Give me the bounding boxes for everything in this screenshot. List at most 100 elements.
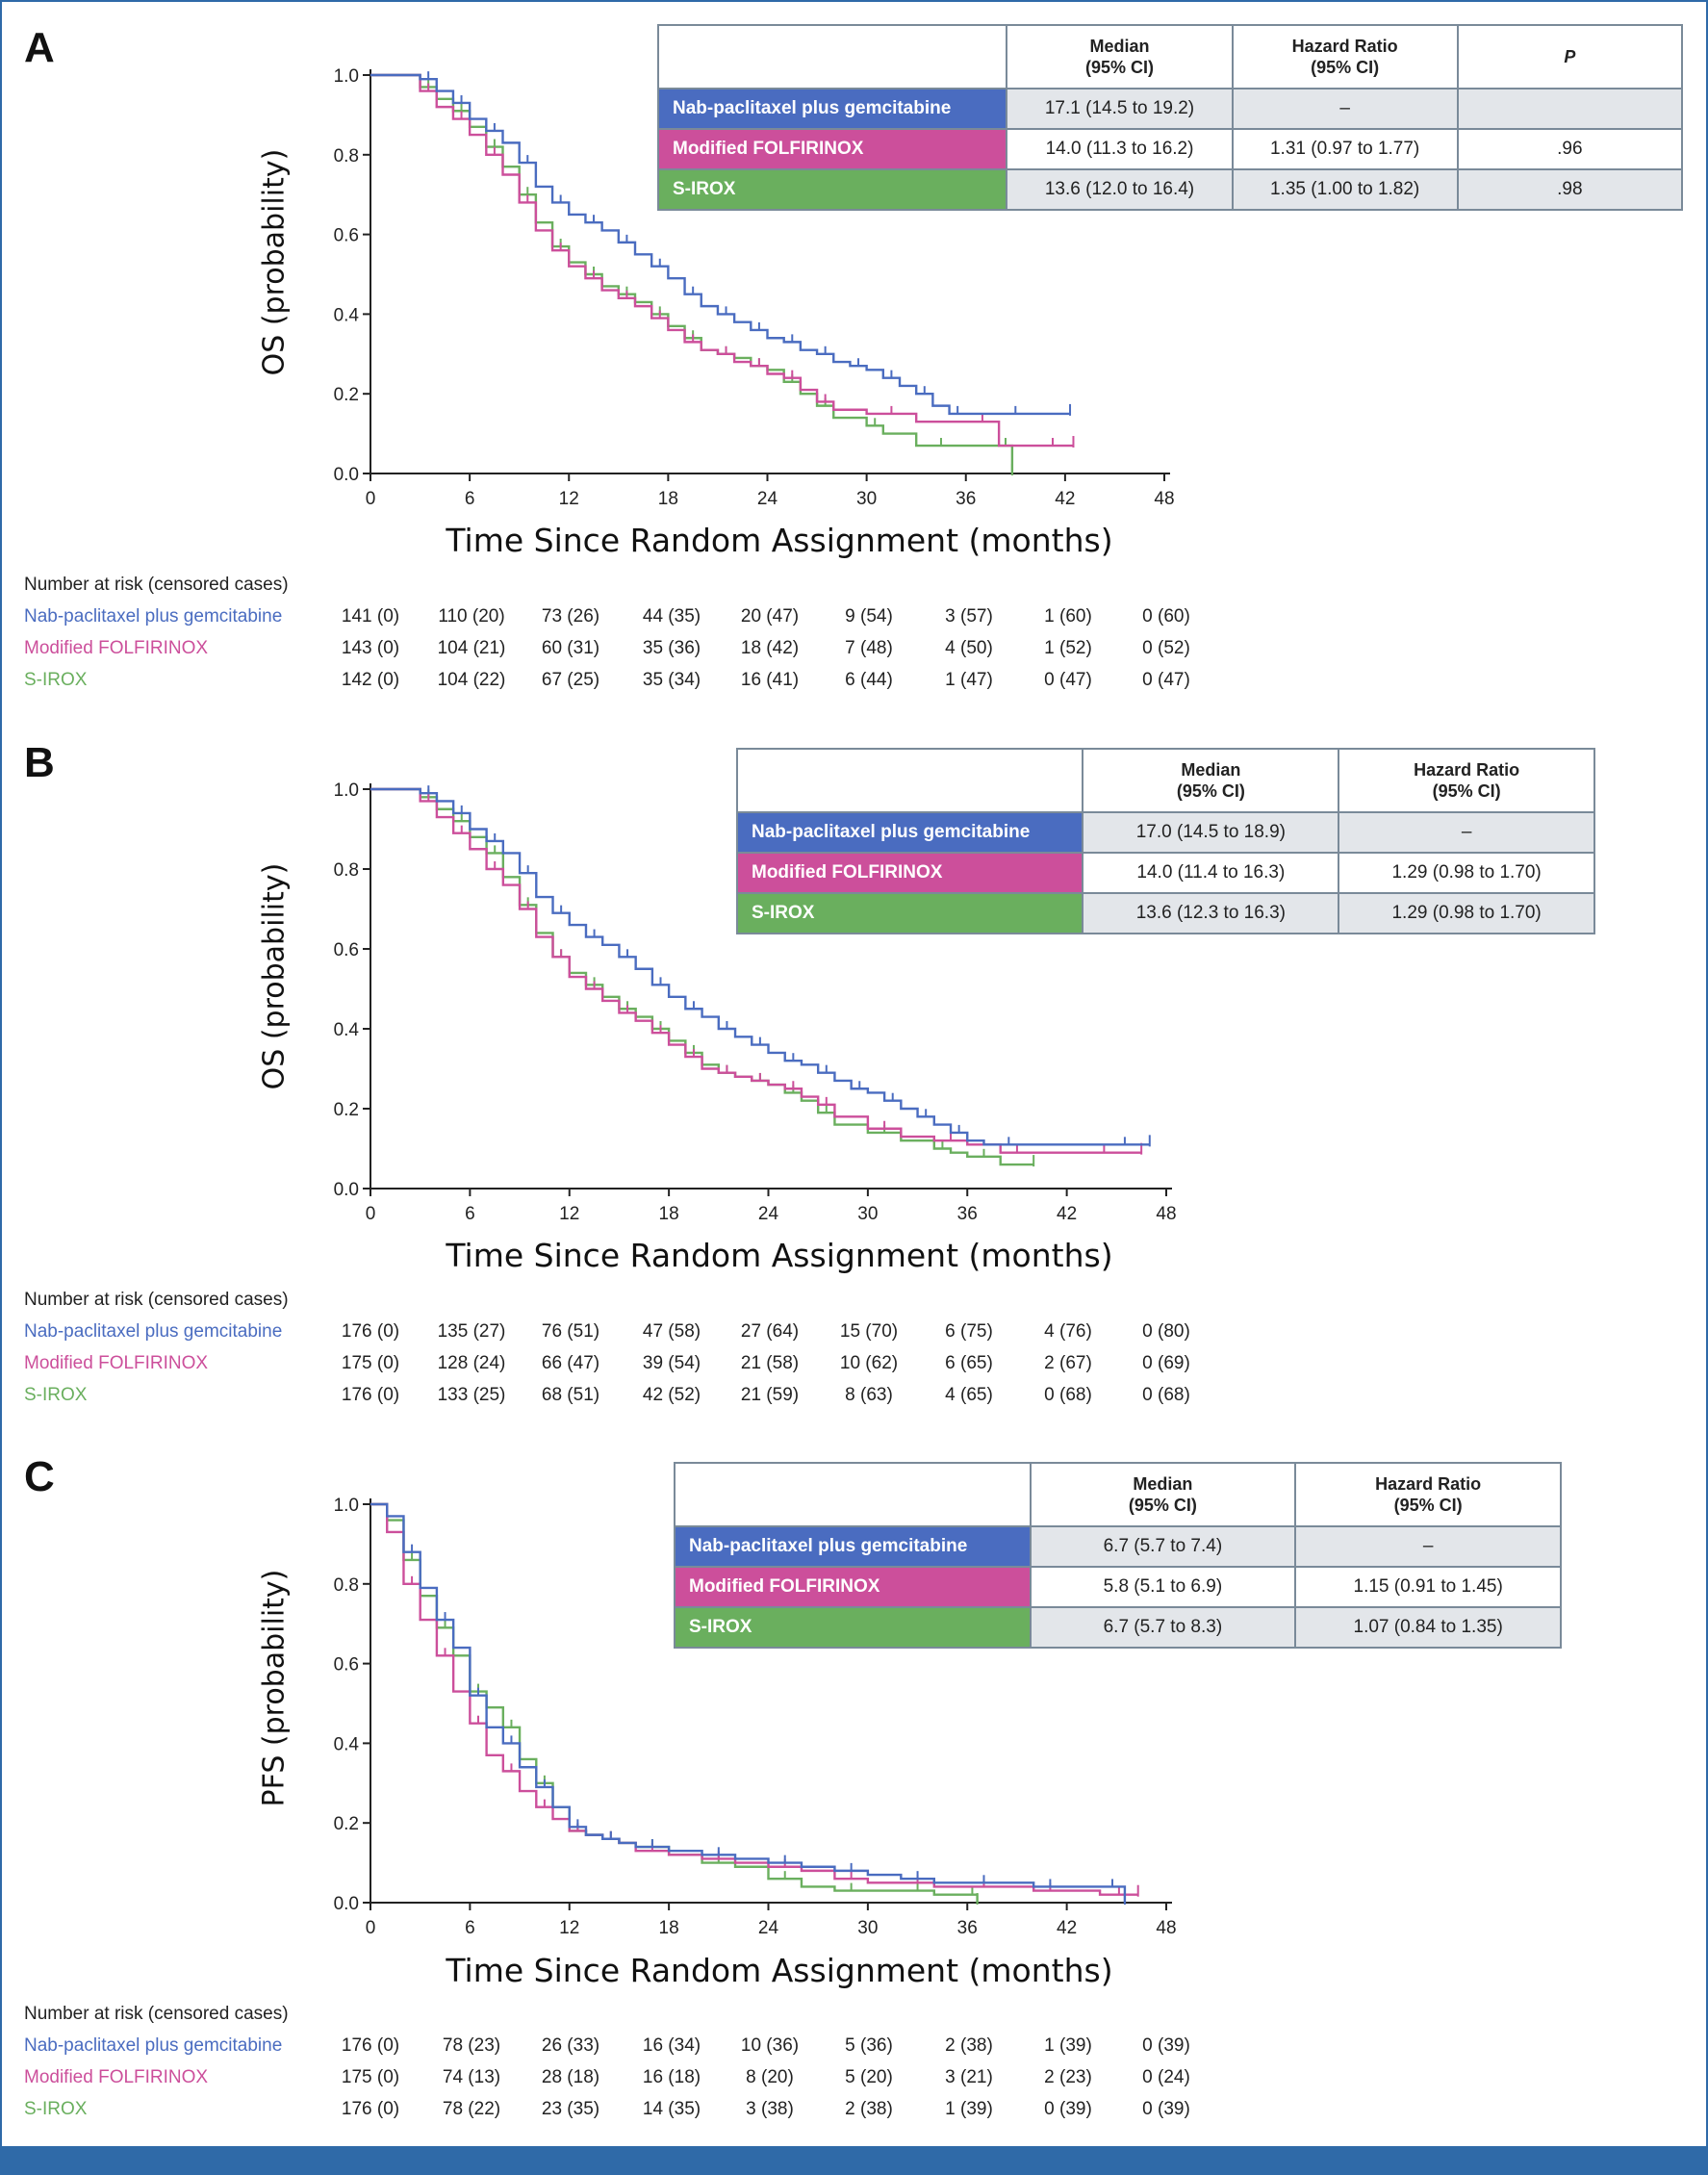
risk-cell: 110 (20) [438,606,505,627]
x-axis-label: Time Since Random Assignment (months) [446,1952,1113,1989]
arm-label: Modified FOLFIRINOX [674,1566,1032,1608]
hr-cell: 1.29 (0.98 to 1.70) [1338,852,1595,894]
risk-cell: 10 (36) [740,2035,800,2056]
risk-cell: 18 (42) [740,638,800,658]
risk-cell: 0 (52) [1142,638,1190,658]
risk-cell: 16 (41) [740,670,800,690]
table-header-median: Median (95% CI) [1006,24,1234,90]
x-tick-label: 12 [559,1204,579,1224]
risk-cell: 3 (21) [945,2067,993,2087]
header-hr-ci: (95% CI) [1393,1496,1463,1515]
header-hr-label: Hazard Ratio [1375,1474,1482,1494]
y-tick-label: 0.4 [334,305,360,325]
summary-table-c: Median (95% CI) Hazard Ratio (95% CI) Nab-… [674,1462,1562,1649]
x-tick-label: 36 [956,489,976,509]
hr-cell: 1.31 (0.97 to 1.77) [1231,128,1459,170]
km-plot-a: 0 6 12 18 24 30 36 42 48 0.0 0.2 0.4 0.6 0.8 1.0 [334,66,1175,509]
risk-cell: 0 (69) [1142,1353,1190,1373]
risk-cell: 104 (22) [437,670,506,690]
p-cell: .98 [1456,168,1684,211]
x-tick-label: 0 [366,1918,376,1938]
header-hr-ci: (95% CI) [1311,58,1380,77]
km-curve-nab [370,787,1150,1146]
x-axis-label: Time Since Random Assignment (months) [446,1237,1113,1274]
p-cell [1456,88,1684,130]
header-median-ci: (95% CI) [1176,781,1245,801]
risk-cell: 5 (36) [845,2035,893,2056]
risk-cell: 6 (44) [845,670,893,690]
y-tick-label: 0.8 [334,1575,359,1596]
risk-cell: 60 (31) [541,638,600,658]
risk-cell: 0 (47) [1044,670,1092,690]
risk-cell: 74 (13) [442,2067,501,2087]
panel-letter: B [24,739,55,786]
x-tick-label: 6 [465,1918,475,1938]
y-tick-label: 0.8 [334,860,359,881]
risk-cell: 0 (68) [1044,1385,1092,1405]
arm-label: S-IROX [656,168,1008,211]
risk-cell: 76 (51) [541,1321,600,1342]
panel-letter: C [24,1453,55,1500]
risk-cell: 35 (36) [642,638,701,658]
x-tick-label: 18 [659,1204,679,1224]
risk-cell: 1 (47) [945,670,993,690]
risk-cell: 73 (26) [541,606,600,627]
median-cell: 13.6 (12.3 to 16.3) [1082,892,1340,934]
table-row-nab: Nab-paclitaxel plus gemcitabine 17.1 (14… [656,88,1684,130]
x-tick-label: 24 [758,1204,779,1224]
risk-cell: 135 (27) [437,1321,506,1342]
risk-cell: 2 (38) [845,2099,893,2119]
x-tick-label: 48 [1156,1204,1176,1224]
risk-cell: 2 (23) [1044,2067,1092,2087]
risk-cell: 42 (52) [642,1385,701,1405]
risk-cell: 1 (39) [1044,2035,1092,2056]
risk-cell: 67 (25) [541,670,600,690]
risk-cell: 4 (50) [945,638,993,658]
header-median-ci: (95% CI) [1084,58,1154,77]
km-plot-b: 0 6 12 18 24 30 36 42 48 0.0 0.2 0.4 0.6 0.8 1.0 [334,780,1177,1224]
arm-label: Nab-paclitaxel plus gemcitabine [674,1525,1032,1568]
x-tick-label: 6 [465,1204,475,1224]
table-header-blank [656,24,1008,90]
hr-cell: – [1294,1525,1562,1568]
risk-cell: 23 (35) [541,2099,600,2119]
y-tick-label: 0.2 [334,1100,359,1120]
table-header-blank [735,748,1084,813]
median-cell: 6.7 (5.7 to 7.4) [1029,1525,1297,1568]
table-row-sirox: S-IROX 13.6 (12.3 to 16.3) 1.29 (0.98 to… [735,892,1595,934]
arm-label: S-IROX [674,1606,1032,1649]
y-tick-label: 0.8 [334,146,359,166]
x-tick-label: 30 [857,1204,878,1224]
hr-cell: – [1338,811,1595,854]
x-tick-label: 12 [559,1918,579,1938]
arm-label: Nab-paclitaxel plus gemcitabine [656,88,1008,130]
header-median-label: Median [1089,37,1150,56]
header-median-ci: (95% CI) [1128,1496,1197,1515]
table-header-hr: Hazard Ratio (95% CI) [1338,748,1595,813]
median-cell: 5.8 (5.1 to 6.9) [1029,1566,1297,1608]
risk-cell: 0 (39) [1142,2099,1190,2119]
y-tick-label: 0.6 [334,940,359,960]
risk-cell: 0 (60) [1142,606,1190,627]
table-header-median: Median (95% CI) [1082,748,1340,813]
hr-cell: – [1231,88,1459,130]
risk-cell: 28 (18) [541,2067,600,2087]
table-row-ffx: Modified FOLFIRINOX 14.0 (11.4 to 16.3) … [735,852,1595,894]
x-tick-label: 36 [957,1918,978,1938]
summary-table-b: Median (95% CI) Hazard Ratio (95% CI) Nab-… [735,748,1595,934]
risk-cell: 35 (34) [642,670,701,690]
y-tick-label: 0.4 [334,1020,360,1040]
x-tick-label: 0 [366,489,376,509]
risk-cell: 133 (25) [437,1385,506,1405]
table-row-nab: Nab-paclitaxel plus gemcitabine 17.0 (14… [735,811,1595,854]
x-tick-label: 42 [1057,1204,1077,1224]
risk-cell: 1 (60) [1044,606,1092,627]
risk-cell: 78 (22) [442,2099,501,2119]
risk-cell: 4 (65) [945,1385,993,1405]
risk-cell: 7 (48) [845,638,893,658]
risk-arm-label-ffx: Modified FOLFIRINOX [24,1353,209,1373]
header-p-label: P [1564,47,1576,66]
header-median-label: Median [1181,760,1241,780]
risk-arm-label-sirox: S-IROX [24,670,88,690]
